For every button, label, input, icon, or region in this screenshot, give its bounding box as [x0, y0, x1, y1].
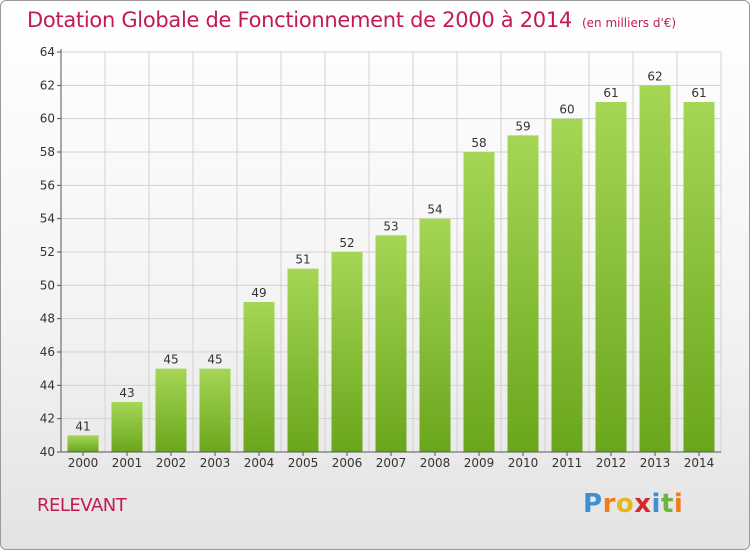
bar-2014	[683, 102, 715, 452]
x-tick-label: 2004	[244, 456, 275, 470]
data-label: 45	[207, 353, 222, 367]
proxiti-logo: Proxiti	[583, 489, 683, 519]
data-label: 53	[383, 219, 398, 233]
x-tick-label: 2002	[156, 456, 187, 470]
data-labels: 41 43 45 45 49 51 52 53 54 58 59 60 61 62 61	[75, 69, 706, 433]
data-label: 58	[471, 136, 486, 150]
chart-title: Dotation Globale de Fonctionnement de 20…	[27, 8, 676, 32]
logo-letter: P	[583, 489, 603, 519]
data-label: 49	[251, 286, 266, 300]
x-tick-label: 2007	[376, 456, 407, 470]
x-tick-label: 2010	[508, 456, 539, 470]
data-label: 51	[295, 253, 310, 267]
chart-title-text: Dotation Globale de Fonctionnement de 20…	[27, 8, 572, 32]
data-label: 54	[427, 203, 442, 217]
bar-2013	[639, 85, 671, 452]
y-tick-label: 64	[40, 45, 55, 59]
logo-letter: x	[634, 489, 652, 519]
y-tick-label: 52	[40, 245, 55, 259]
x-tick-label: 2001	[112, 456, 143, 470]
data-label: 45	[163, 353, 178, 367]
y-tick-label: 54	[40, 212, 55, 226]
bar-2007	[375, 235, 407, 452]
x-tick-label: 2009	[464, 456, 495, 470]
y-tick-label: 58	[40, 145, 55, 159]
y-tick-label: 42	[40, 412, 55, 426]
x-tick-label: 2003	[200, 456, 231, 470]
y-tick-label: 50	[40, 278, 55, 292]
bars	[67, 85, 715, 453]
y-tick-label: 48	[40, 312, 55, 326]
y-tick-labels: 40 42 44 46 48 50 52 54 56 58 60 62 64	[40, 45, 55, 459]
bar-2008	[419, 218, 451, 452]
y-tick-label: 44	[40, 378, 55, 392]
axes	[57, 49, 721, 456]
y-tick-label: 56	[40, 178, 55, 192]
bar-2003	[199, 368, 231, 452]
bar-2005	[287, 268, 319, 452]
x-tick-labels: 2000 2001 2002 2003 2004 2005 2006 2007 2008 2009…	[68, 456, 715, 470]
x-tick-label: 2005	[288, 456, 319, 470]
commune-name: RELEVANT	[37, 495, 127, 516]
y-tick-label: 62	[40, 78, 55, 92]
x-tick-label: 2012	[596, 456, 627, 470]
bar-2002	[155, 368, 187, 452]
x-tick-label: 2008	[420, 456, 451, 470]
x-tick-label: 2014	[684, 456, 715, 470]
data-label: 43	[119, 386, 134, 400]
x-tick-label: 2006	[332, 456, 363, 470]
y-tick-label: 40	[40, 445, 55, 459]
chart-subtitle: (en milliers d'€)	[581, 16, 677, 30]
logo-letter: t	[660, 489, 674, 519]
logo-letter: i	[673, 489, 684, 519]
data-label: 41	[75, 419, 90, 433]
logo-letter: r	[602, 489, 616, 519]
bar-2000	[67, 435, 99, 452]
bar-2001	[111, 402, 143, 452]
data-label: 61	[691, 86, 706, 100]
data-label: 62	[647, 69, 662, 83]
y-tick-label: 60	[40, 112, 55, 126]
x-tick-label: 2000	[68, 456, 99, 470]
logo-letter: o	[615, 489, 635, 519]
bar-2006	[331, 252, 363, 452]
data-label: 60	[559, 103, 574, 117]
data-label: 59	[515, 119, 530, 133]
bar-2004	[243, 302, 275, 452]
logo-letter: i	[651, 489, 661, 519]
bar-2009	[463, 152, 495, 452]
x-tick-label: 2011	[552, 456, 583, 470]
data-label: 61	[603, 86, 618, 100]
data-label: 52	[339, 236, 354, 250]
x-tick-label: 2013	[640, 456, 671, 470]
bar-2011	[551, 118, 583, 453]
bar-2010	[507, 135, 539, 453]
bar-2012	[595, 102, 627, 452]
y-tick-label: 46	[40, 345, 55, 359]
